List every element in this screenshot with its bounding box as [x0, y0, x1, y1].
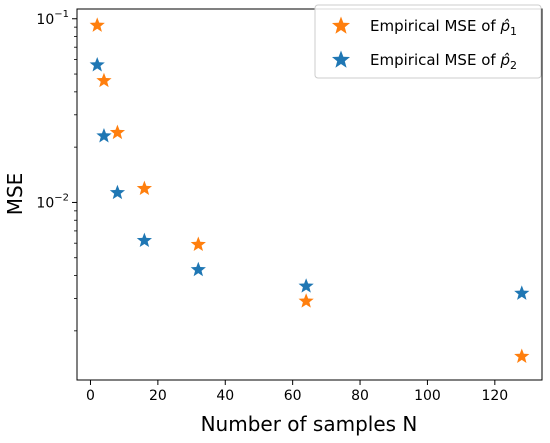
data-point-star — [190, 236, 206, 252]
data-point-star — [514, 285, 530, 300]
x-tick-label: 100 — [414, 388, 441, 404]
series-1 — [89, 17, 530, 363]
y-tick-label: 10−1 — [36, 9, 69, 28]
data-point-star — [136, 232, 152, 248]
x-tick-label: 80 — [351, 388, 369, 404]
data-point-star — [298, 278, 314, 293]
x-axis-title: Number of samples N — [201, 412, 418, 436]
legend-marker-star — [331, 16, 351, 34]
legend: Empirical MSE of p̂1 Empirical MSE of p̂2 — [314, 4, 542, 79]
data-point-star — [109, 124, 126, 140]
data-point-star — [109, 184, 126, 200]
x-tick-label: 0 — [86, 388, 95, 404]
x-tick-label: 20 — [149, 388, 167, 404]
data-point-star — [96, 128, 112, 143]
y-axis-ticks: 10−2 10−1 — [36, 9, 77, 332]
legend-marker-star — [331, 50, 351, 68]
data-point-star — [514, 348, 530, 363]
x-tick-label: 40 — [216, 388, 234, 404]
data-point-star — [298, 293, 314, 308]
x-tick-label: 60 — [284, 388, 302, 404]
data-point-star — [136, 180, 152, 196]
legend-entry-label: Empirical MSE of p̂2 — [370, 51, 517, 72]
y-axis-title: MSE — [3, 173, 27, 216]
data-point-star — [96, 72, 112, 88]
legend-frame — [314, 4, 542, 79]
x-tick-label: 120 — [481, 388, 508, 404]
x-axis-ticks: 0 20 40 60 80 100 120 — [86, 380, 508, 404]
axes-frame — [76, 8, 543, 381]
data-point-star — [89, 17, 105, 32]
data-point-star — [89, 57, 105, 72]
data-point-star — [190, 261, 206, 277]
series-2 — [89, 57, 530, 300]
plot-area — [89, 17, 530, 363]
legend-entry-label: Empirical MSE of p̂1 — [370, 17, 517, 38]
y-tick-label: 10−2 — [36, 192, 69, 211]
